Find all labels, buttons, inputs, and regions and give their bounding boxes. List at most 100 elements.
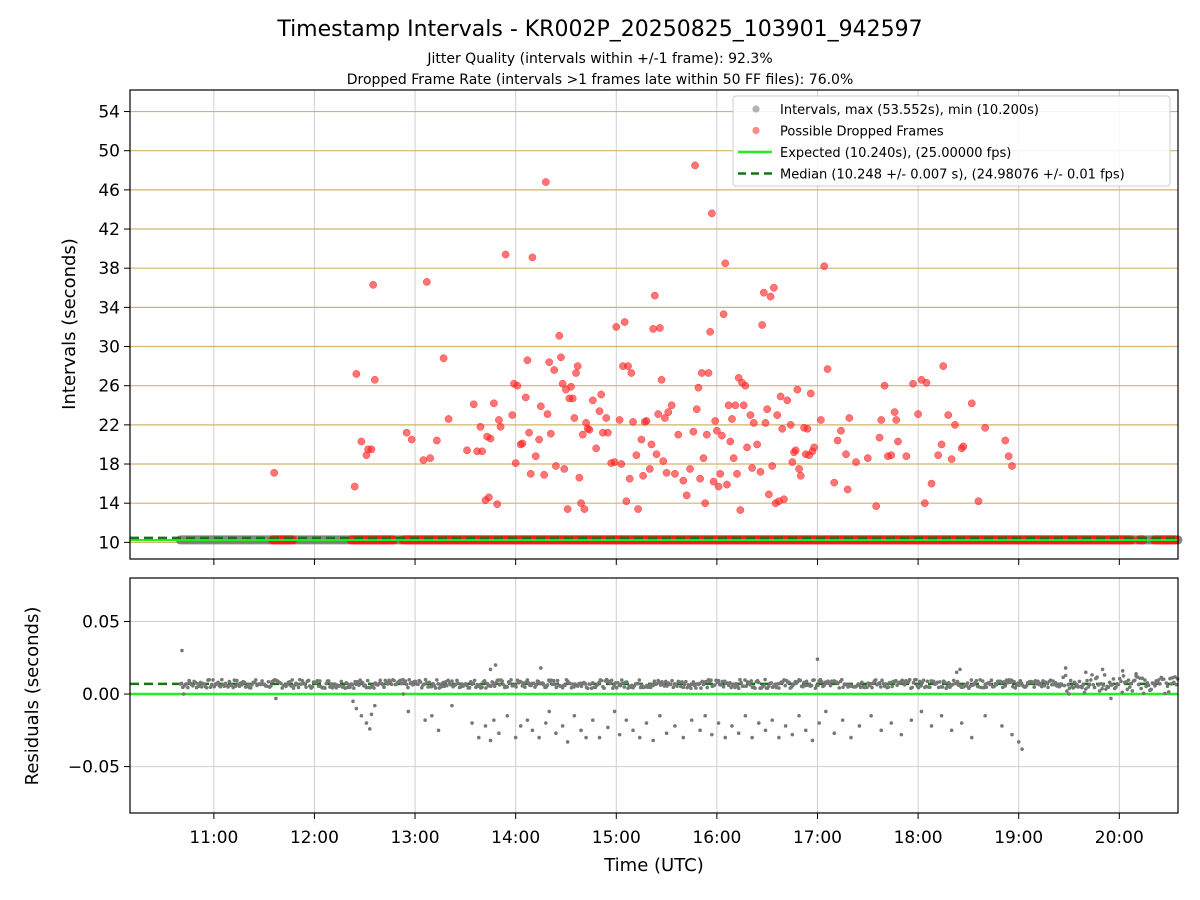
legend-items: Intervals, max (53.552s), min (10.200s) P… <box>738 103 1125 183</box>
residual-point <box>602 686 606 691</box>
residual-point <box>287 680 292 684</box>
residual-point <box>787 680 791 684</box>
residual-point <box>435 678 439 682</box>
legend-label: Expected (10.240s), (25.00000 fps) <box>780 146 1011 161</box>
legend-marker <box>752 126 760 135</box>
intervals-ytick-label: 50 <box>98 142 120 162</box>
residual-point <box>670 678 674 683</box>
residual-point <box>382 685 386 690</box>
residual-point <box>841 685 845 690</box>
residual-point <box>407 677 411 682</box>
residual-point <box>894 678 898 683</box>
dropped-frame-point <box>615 416 624 424</box>
residual-point <box>1111 677 1116 681</box>
dropped-frame-point <box>796 471 805 480</box>
intervals-panel: 10 14 18 22 26 30 34 38 42 46 50 54 Intervals (seco… <box>59 89 1183 565</box>
residual-point <box>351 699 355 704</box>
residual-point <box>637 678 642 682</box>
chart-subtitle-jitter: Jitter Quality (intervals within +/-1 fr… <box>426 51 772 67</box>
dropped-frame-point <box>890 408 899 416</box>
residual-point <box>980 679 985 683</box>
residual-point <box>681 685 686 690</box>
residual-point <box>545 683 550 687</box>
residual-point <box>505 685 510 689</box>
residual-point <box>1146 683 1151 688</box>
dropped-frame-point <box>632 451 641 460</box>
dropped-frame-point <box>578 430 587 439</box>
residual-point <box>539 666 543 670</box>
dropped-frame-point <box>568 394 577 403</box>
residual-point <box>1002 680 1006 684</box>
intervals-ytick-label: 22 <box>98 416 120 436</box>
dropped-frame-point <box>842 450 850 459</box>
residual-point <box>777 686 781 690</box>
residual-point <box>492 718 496 722</box>
dropped-frame-point <box>659 457 668 465</box>
dropped-frame-point <box>595 407 604 416</box>
residual-point <box>939 714 944 718</box>
intervals-ticks: 10 14 18 22 26 30 34 38 42 46 50 54 <box>98 103 1120 565</box>
dropped-frame-point <box>892 416 901 424</box>
residual-point <box>525 678 530 682</box>
residual-point <box>534 683 539 687</box>
residual-point <box>184 682 189 686</box>
residual-point <box>1119 679 1123 684</box>
residual-point <box>662 684 667 688</box>
residual-point <box>777 735 781 740</box>
residual-point <box>925 679 930 684</box>
residual-point <box>365 678 370 683</box>
dropped-frame-point <box>624 362 632 370</box>
residual-point <box>614 685 619 690</box>
residual-point <box>513 735 518 740</box>
residual-point <box>697 681 702 686</box>
dropped-frame-point <box>602 414 611 422</box>
residual-point <box>919 684 923 688</box>
dropped-frame-point <box>484 493 493 502</box>
residual-point <box>289 684 293 688</box>
dropped-frame-point <box>934 451 943 460</box>
intervals-ytick-label: 26 <box>98 377 120 397</box>
residual-point <box>226 685 230 689</box>
dropped-frame-point <box>736 506 745 514</box>
residual-point <box>274 696 278 701</box>
residual-point <box>689 686 693 691</box>
dropped-frame-point <box>1008 462 1016 470</box>
dropped-frame-point <box>654 410 663 418</box>
residuals-panel: 11:00 12:00 13:00 14:00 15:00 16:00 17:00 18:00… <box>22 577 1180 876</box>
residual-point <box>518 724 523 728</box>
dropped-frame-point <box>914 410 922 418</box>
residual-point <box>959 721 964 725</box>
residual-point <box>1097 689 1102 693</box>
dropped-frame-point <box>526 469 535 478</box>
residual-point <box>202 682 206 686</box>
dropped-frame-point <box>922 378 931 387</box>
dropped-frame-point <box>877 416 886 424</box>
residual-point <box>211 678 215 682</box>
residual-point <box>680 680 684 684</box>
residual-point <box>618 683 623 688</box>
residual-point <box>675 684 679 689</box>
residual-point <box>1102 673 1107 677</box>
dropped-frame-point <box>547 429 555 438</box>
residual-point <box>423 677 428 682</box>
residual-point <box>1044 681 1049 686</box>
residual-point <box>757 721 761 725</box>
dropped-frame-point <box>875 433 884 442</box>
dropped-frame-point <box>463 446 471 455</box>
dropped-frame-point <box>939 362 948 370</box>
residual-point <box>579 728 583 733</box>
residual-point <box>179 681 184 686</box>
dropped-frame-point <box>728 415 736 423</box>
residuals-ticks: 11:00 12:00 13:00 14:00 15:00 16:00 17:00 18:00… <box>68 613 1144 848</box>
dropped-frame-point <box>843 485 852 494</box>
residuals-ylabel: Residuals (seconds) <box>22 607 43 786</box>
residual-point <box>813 686 818 691</box>
residual-point <box>1092 685 1097 690</box>
residual-point <box>480 685 484 689</box>
residual-point <box>1067 692 1071 696</box>
residual-point <box>744 684 749 688</box>
residual-point <box>240 682 244 687</box>
residual-point <box>705 685 710 690</box>
residual-point <box>323 686 327 690</box>
dropped-frame-point <box>723 480 731 489</box>
